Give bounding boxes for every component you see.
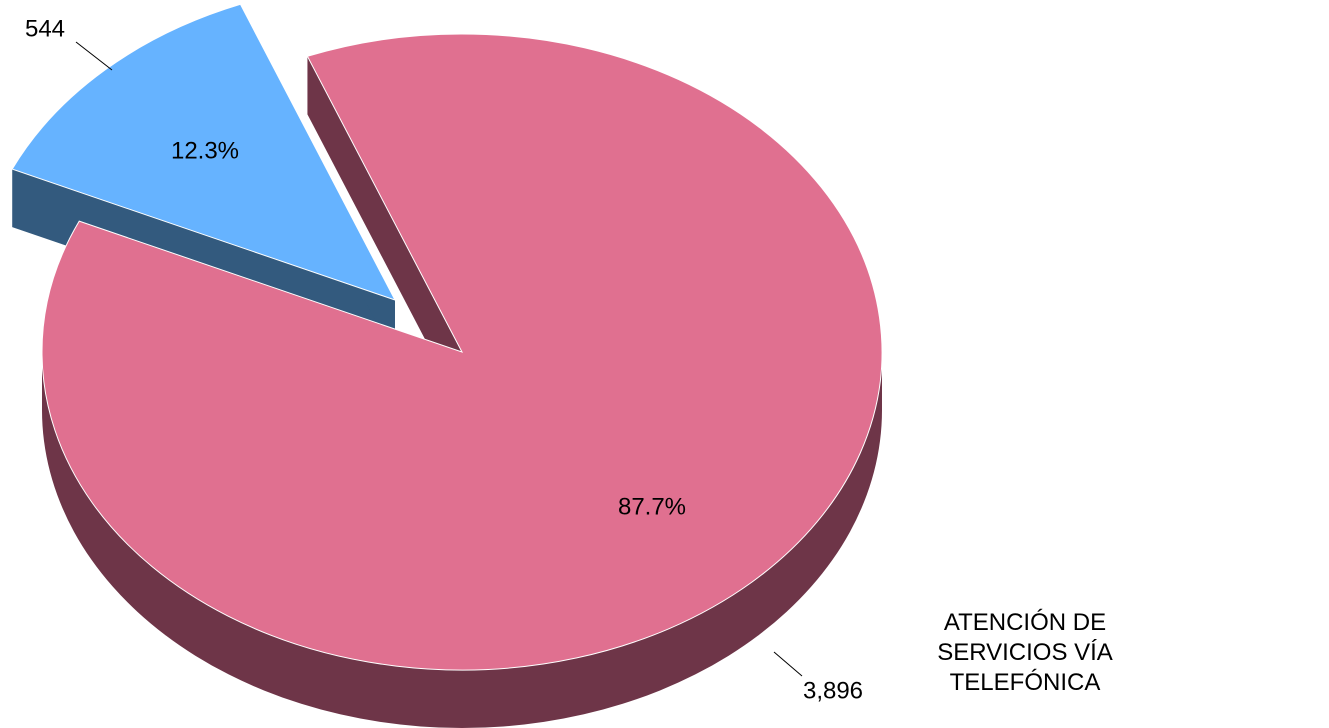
leader-line bbox=[773, 651, 803, 677]
category-label: ATENCIÓN DE SERVICIOS VÍA TELEFÓNICA bbox=[937, 609, 1113, 696]
percent-label: 87.7% bbox=[618, 493, 686, 520]
value-label: 544 bbox=[25, 15, 65, 42]
slice bbox=[11, 3, 397, 301]
slice-side bbox=[307, 56, 462, 410]
slice bbox=[41, 33, 883, 671]
percent-label: 12.3% bbox=[171, 137, 239, 164]
slice-wall bbox=[42, 352, 882, 728]
value-label: 3,896 bbox=[803, 677, 863, 704]
leader-line bbox=[75, 41, 113, 71]
